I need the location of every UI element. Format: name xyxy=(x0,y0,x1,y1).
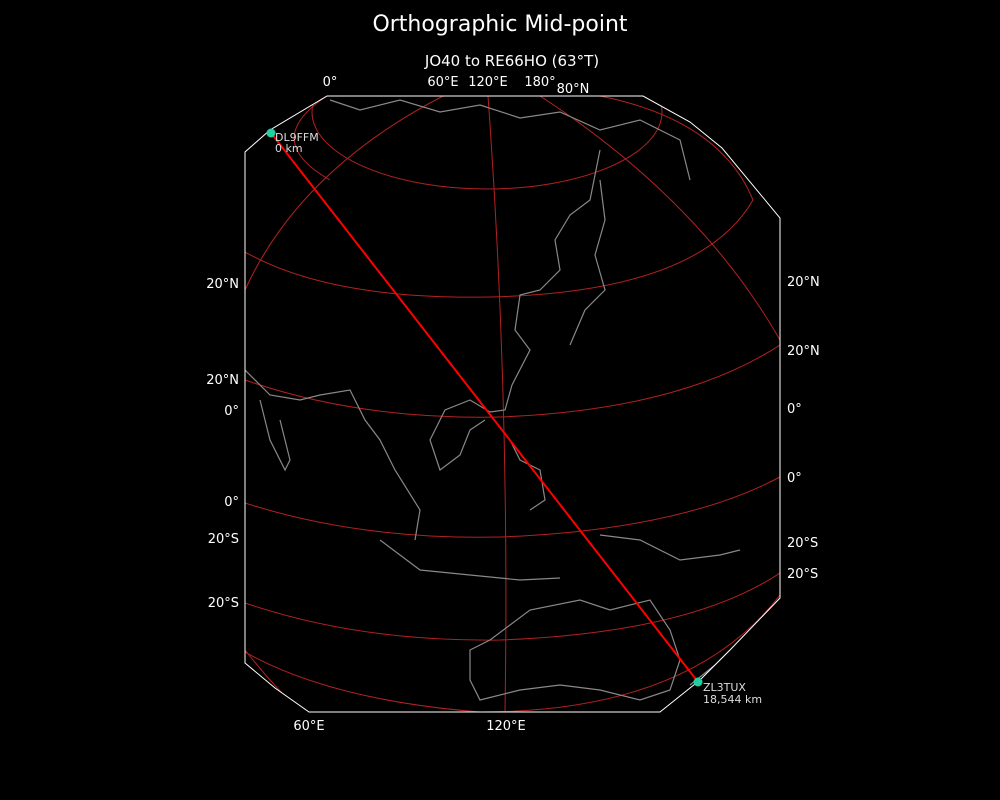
parallel-80n xyxy=(311,96,663,190)
label-right: 20°N xyxy=(787,275,820,290)
start-distance: 0 km xyxy=(275,142,303,155)
map-subtitle: JO40 to RE66HO (63°T) xyxy=(424,52,600,70)
parallel-40s xyxy=(245,594,780,712)
end-call: ZL3TUX xyxy=(703,681,746,694)
start-call: DL9FFM xyxy=(275,131,319,144)
label-top: 60°E xyxy=(427,75,458,90)
label-top: 180° xyxy=(524,75,555,90)
coastlines xyxy=(245,99,741,701)
meridian-180 xyxy=(539,96,780,341)
label-right: 0° xyxy=(787,402,802,417)
label-right: 20°S xyxy=(787,536,818,551)
map-title: Orthographic Mid-point xyxy=(372,12,628,37)
label-bottom: 120°E xyxy=(486,719,526,734)
label-left: 20°N xyxy=(206,373,239,388)
end-distance: 18,544 km xyxy=(703,693,762,706)
parallel-0 xyxy=(245,476,780,538)
label-top: 0° xyxy=(323,75,338,90)
start-marker[interactable] xyxy=(266,128,276,138)
label-top: 120°E xyxy=(468,75,508,90)
meridian-120e xyxy=(487,96,507,712)
label-left: 20°S xyxy=(208,596,239,611)
great-circle-path xyxy=(270,132,699,683)
parallel-20s xyxy=(245,572,780,641)
end-marker[interactable] xyxy=(693,677,703,687)
label-top: 80°N xyxy=(557,82,590,97)
label-right: 20°N xyxy=(787,344,820,359)
label-left: 0° xyxy=(224,404,239,419)
parallel-40n xyxy=(245,344,780,418)
label-right: 20°S xyxy=(787,567,818,582)
graticule-labels: 0° 60°E 120°E 180° 80°N 20°N 20°N 0° 0° … xyxy=(206,75,820,734)
meridian-60e xyxy=(245,96,444,291)
meridian-0 xyxy=(293,96,331,181)
meridian-60e-south xyxy=(245,649,361,712)
label-bottom: 60°E xyxy=(293,719,324,734)
label-left: 20°S xyxy=(208,532,239,547)
map-body xyxy=(245,96,780,712)
graticule xyxy=(245,96,780,712)
label-left: 20°N xyxy=(206,277,239,292)
parallel-60n xyxy=(245,96,754,298)
label-right: 0° xyxy=(787,471,802,486)
label-left: 0° xyxy=(224,495,239,510)
